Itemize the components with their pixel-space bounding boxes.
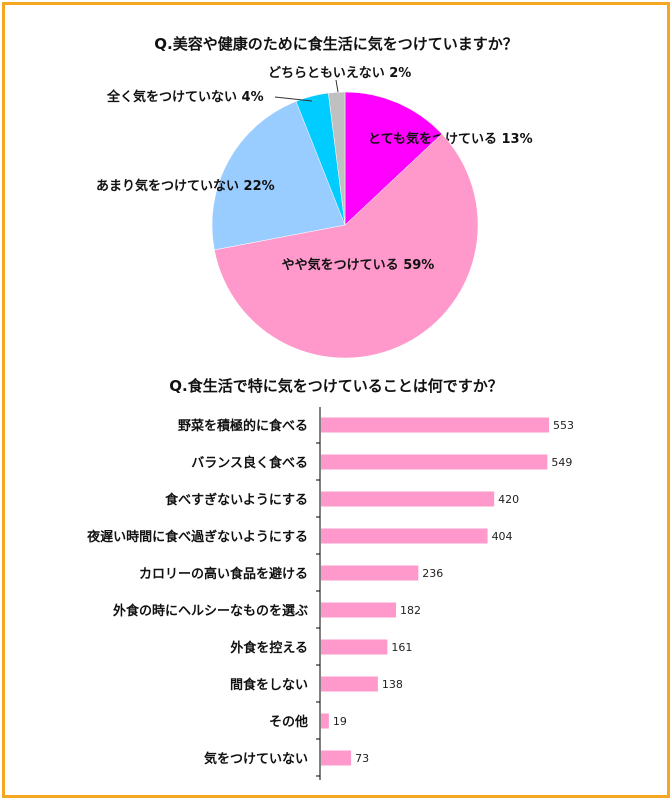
bar-value-label: 420 [498, 493, 519, 506]
bar-chart-title: Q.食生活で特に気をつけていることは何ですか？ [169, 377, 503, 395]
bar-value-label: 549 [551, 456, 572, 469]
pie-chart-title: Q.美容や健康のために食生活に気をつけていますか？ [154, 35, 518, 53]
bar [321, 602, 397, 618]
bar [321, 750, 352, 766]
bar [321, 491, 495, 507]
bar [321, 528, 488, 544]
pie-slice-label: どちらともいえない 2% [268, 66, 411, 81]
bar-value-label: 182 [400, 604, 421, 617]
pie-slice [211, 101, 346, 251]
pie-slice-label: とても気をつけている 13% [368, 131, 533, 147]
bar-category-label: 外食の時にヘルシーなものを選ぶ [112, 603, 308, 619]
bar-category-label: 気をつけていない [204, 751, 308, 767]
bar [321, 565, 419, 581]
bar [321, 676, 378, 692]
pie-slice [328, 91, 346, 226]
pie-slice [214, 133, 479, 359]
bar-value-label: 236 [422, 567, 443, 580]
pie-slice-label: やや気をつけている 59% [282, 257, 435, 273]
pie-leader-line [335, 79, 339, 93]
bar-value-label: 73 [355, 752, 369, 765]
bar-value-label: 138 [382, 678, 403, 691]
bar-category-label: 食べすぎないようにする [165, 492, 308, 508]
pie-chart: とても気をつけている 13% やや気をつけている 59% あまり気をつけていない 2… [96, 66, 533, 359]
bar-category-label: カロリーの高い食品を避ける [139, 566, 308, 582]
bar-category-label: 間食をしない [230, 677, 308, 693]
bar [321, 417, 549, 433]
bar-value-label: 19 [333, 715, 347, 728]
bar-category-label: バランス良く食べる [191, 455, 308, 471]
pie-slice [344, 91, 443, 226]
bar-category-label: 外食を控える [229, 640, 308, 656]
bar-category-label: 夜遅い時間に食べ過ぎないようにする [86, 529, 308, 545]
bar [321, 454, 548, 470]
bar [321, 639, 388, 655]
bar-chart: 野菜を積極的に食べる 553 バランス良く食べる 549 食べすぎないようにする 420 夜… [86, 407, 574, 780]
bar-category-label: その他 [269, 714, 308, 730]
pie-leader-line [274, 96, 313, 102]
pie-slice-label: 全く気をつけていない 4% [106, 89, 264, 105]
pie-slice-label: あまり気をつけていない 22% [96, 178, 275, 194]
bar [321, 713, 329, 729]
bar-value-label: 404 [492, 530, 513, 543]
bar-value-label: 161 [391, 641, 412, 654]
bar-value-label: 553 [553, 419, 574, 432]
bar-category-label: 野菜を積極的に食べる [178, 418, 308, 434]
